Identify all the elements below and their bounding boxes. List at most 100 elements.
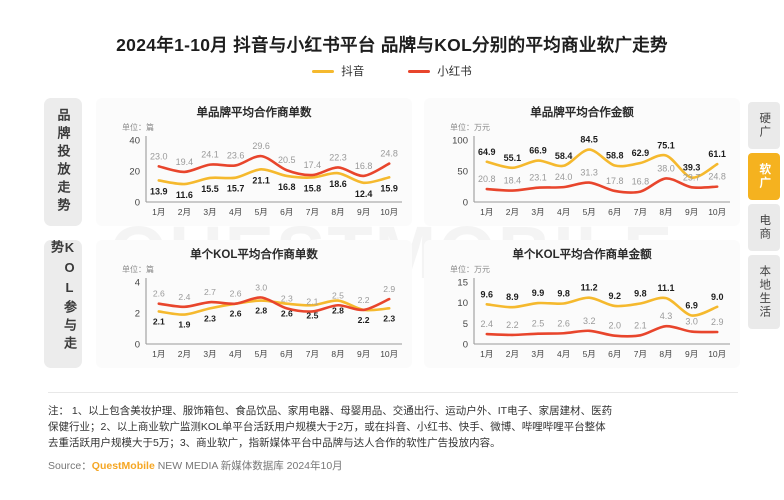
svg-text:4: 4 xyxy=(135,278,140,289)
svg-text:55.1: 55.1 xyxy=(504,153,522,163)
svg-text:9.8: 9.8 xyxy=(634,288,647,298)
svg-text:23.0: 23.0 xyxy=(150,151,168,161)
svg-text:5月: 5月 xyxy=(255,349,268,359)
svg-text:38.0: 38.0 xyxy=(657,163,675,173)
svg-text:7月: 7月 xyxy=(306,349,319,359)
svg-text:2.6: 2.6 xyxy=(230,289,242,299)
chart-card-brand-order-count: 单品牌平均合作商单数 单位：篇 0 20 40 1月 2月 3月 4月 5月 6月 7月 8月 9月 1… xyxy=(96,98,412,226)
chart-unit-label: 单位：篇 xyxy=(122,265,154,274)
svg-text:2.4: 2.4 xyxy=(481,319,494,329)
svg-text:1月: 1月 xyxy=(480,207,493,217)
svg-text:11.2: 11.2 xyxy=(581,283,598,293)
footer: 注： 1、以上包含美妆护理、服饰箱包、食品饮品、家用电器、母婴用品、交通出行、运… xyxy=(48,404,738,473)
svg-text:50: 50 xyxy=(457,167,468,178)
svg-text:2.3: 2.3 xyxy=(204,313,216,323)
svg-text:12.4: 12.4 xyxy=(355,189,373,199)
svg-text:2.9: 2.9 xyxy=(383,284,395,294)
svg-text:10月: 10月 xyxy=(380,207,398,217)
svg-text:15: 15 xyxy=(457,278,468,289)
svg-text:3.2: 3.2 xyxy=(583,316,596,326)
svg-text:3月: 3月 xyxy=(531,349,544,359)
svg-text:22.3: 22.3 xyxy=(329,152,347,162)
chart-unit-label: 单位：万元 xyxy=(450,123,490,132)
page-title: 2024年1-10月 抖音与小红书平台 品牌与KOL分别的平均商业软广走势 xyxy=(116,35,668,55)
svg-text:4月: 4月 xyxy=(229,207,242,217)
svg-text:2.6: 2.6 xyxy=(557,318,570,328)
chart-card-kol-order-count: 单个KOL平均合作商单数 单位：篇 0 2 4 1月 2月 3月 4月 5月 6月 7月 8月 9月 1… xyxy=(96,240,412,368)
svg-text:2.6: 2.6 xyxy=(230,309,242,319)
chart-card-kol-order-amount: 单个KOL平均合作商单金额 单位：万元 0 5 10 15 1月 2月 3月 4月 5月 6月 7月… xyxy=(424,240,740,368)
chart-plot: 0 20 40 1月 2月 3月 4月 5月 6月 7月 8月 9月 10月 13.9 11.6 15.5 15… xyxy=(129,136,402,217)
svg-text:9月: 9月 xyxy=(685,207,698,217)
svg-text:9月: 9月 xyxy=(685,349,698,359)
svg-text:3月: 3月 xyxy=(203,207,216,217)
svg-text:15.9: 15.9 xyxy=(380,183,398,193)
svg-text:24.1: 24.1 xyxy=(201,150,219,160)
svg-text:5月: 5月 xyxy=(583,349,596,359)
svg-text:2.6: 2.6 xyxy=(153,289,165,299)
svg-text:23.6: 23.6 xyxy=(227,150,245,160)
chart-title: 单个KOL平均合作商单金额 xyxy=(512,249,652,261)
svg-text:4.3: 4.3 xyxy=(660,311,673,321)
chart-plot: 0 50 100 1月 2月 3月 4月 5月 6月 7月 8月 9月 10月 64.9 55.1 66.9 5… xyxy=(452,135,730,217)
legend-item-douyin: 抖音 xyxy=(312,63,364,79)
svg-text:2.8: 2.8 xyxy=(255,306,267,316)
svg-text:8.9: 8.9 xyxy=(506,292,519,302)
svg-text:11.1: 11.1 xyxy=(657,283,674,293)
svg-text:7月: 7月 xyxy=(634,207,647,217)
category-tab-rail[interactable]: 硬广 软广 电商 本地生活 xyxy=(748,36,780,329)
svg-text:31.3: 31.3 xyxy=(580,168,598,178)
svg-text:23.7: 23.7 xyxy=(683,172,701,182)
chart-card-brand-order-amount: 单品牌平均合作金额 单位：万元 0 50 100 1月 2月 3月 4月 5月 6月 7月 8月 9月… xyxy=(424,98,740,226)
tab-yingguang[interactable]: 硬广 xyxy=(748,102,780,149)
svg-text:17.8: 17.8 xyxy=(606,176,624,186)
footer-divider xyxy=(48,392,738,393)
svg-text:2.5: 2.5 xyxy=(532,319,545,329)
svg-text:64.9: 64.9 xyxy=(478,147,496,157)
svg-text:3.0: 3.0 xyxy=(255,283,267,293)
tab-dianshang[interactable]: 电商 xyxy=(748,204,780,251)
svg-text:75.1: 75.1 xyxy=(657,140,675,150)
svg-text:2.8: 2.8 xyxy=(332,306,344,316)
tab-ruanguang-label: 软广 xyxy=(758,163,771,190)
svg-text:58.4: 58.4 xyxy=(555,151,573,161)
svg-text:2.6: 2.6 xyxy=(281,309,293,319)
svg-text:8月: 8月 xyxy=(331,349,344,359)
svg-text:24.0: 24.0 xyxy=(555,172,573,182)
svg-text:5: 5 xyxy=(463,319,468,330)
footer-note-line-2: 保健行业；2、以上商业软广监测KOL单平台活跃用户规模大于2万，或在抖音、小红书… xyxy=(48,420,606,433)
svg-text:2.4: 2.4 xyxy=(178,292,190,302)
svg-text:23.1: 23.1 xyxy=(529,173,547,183)
svg-text:16.8: 16.8 xyxy=(278,182,296,192)
svg-text:21.1: 21.1 xyxy=(252,175,270,185)
svg-text:18.6: 18.6 xyxy=(329,179,347,189)
legend-line-icon xyxy=(312,69,335,73)
chart-plot: 0 5 10 15 1月 2月 3月 4月 5月 6月 7月 8月 9月 10月 9.6 8.9 9.9 9.8 1… xyxy=(457,278,730,359)
footer-note-line-3: 去重活跃用户规模大于5万；3、商业软广，指新媒体平台中品牌与达人合作的软性广告投… xyxy=(48,436,501,449)
svg-text:7月: 7月 xyxy=(634,349,647,359)
chart-unit-label: 单位：篇 xyxy=(122,123,154,132)
svg-text:15.7: 15.7 xyxy=(227,184,245,194)
svg-text:58.8: 58.8 xyxy=(606,151,624,161)
svg-text:4月: 4月 xyxy=(557,349,570,359)
svg-text:2月: 2月 xyxy=(506,207,519,217)
svg-text:2月: 2月 xyxy=(178,207,191,217)
svg-text:7月: 7月 xyxy=(306,207,319,217)
svg-text:8月: 8月 xyxy=(331,207,344,217)
svg-text:18.4: 18.4 xyxy=(504,176,522,186)
svg-text:2: 2 xyxy=(135,309,140,320)
svg-text:62.9: 62.9 xyxy=(632,148,650,158)
svg-text:20.5: 20.5 xyxy=(278,155,296,165)
tab-bendishenghuo[interactable]: 本地生活 xyxy=(748,255,780,329)
svg-text:5月: 5月 xyxy=(583,207,596,217)
svg-text:9.9: 9.9 xyxy=(532,288,545,298)
tab-ruanguang[interactable]: 软广 xyxy=(748,153,780,200)
svg-text:2.2: 2.2 xyxy=(506,320,519,330)
sidebar-group-kol: KOL参与走势 xyxy=(44,240,82,368)
svg-text:5月: 5月 xyxy=(255,207,268,217)
chart-plot: 0 2 4 1月 2月 3月 4月 5月 6月 7月 8月 9月 10月 2.1 1.9 2.3 2.6 2.8 2… xyxy=(135,278,402,359)
svg-text:6.9: 6.9 xyxy=(685,300,698,310)
svg-text:24.8: 24.8 xyxy=(708,172,726,182)
svg-text:2.9: 2.9 xyxy=(711,317,724,327)
svg-text:6月: 6月 xyxy=(608,349,621,359)
